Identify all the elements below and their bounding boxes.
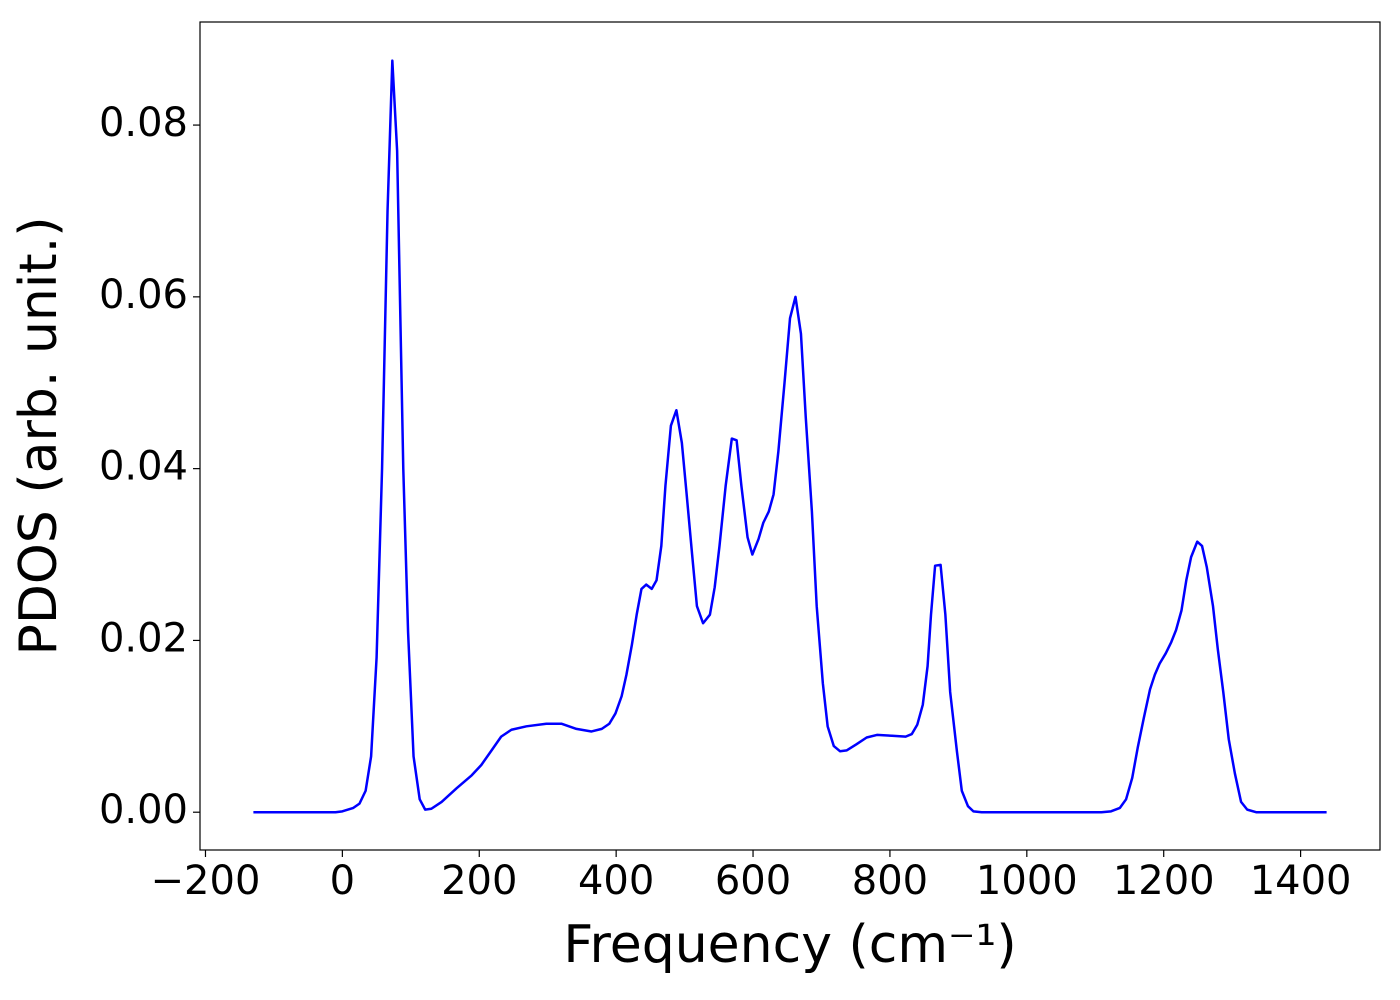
data-line xyxy=(253,59,1327,814)
y-tick-label: 0.04 xyxy=(99,444,188,490)
x-tick-label: 0 xyxy=(330,858,355,904)
x-tick-label: 1200 xyxy=(1113,858,1215,904)
y-tick-label: 0.02 xyxy=(99,615,188,661)
y-tick-label: 0.06 xyxy=(99,272,188,318)
y-tick-label: 0.00 xyxy=(99,787,188,833)
x-tick-label: 1400 xyxy=(1250,858,1352,904)
y-axis-label: PDOS (arb. unit.) xyxy=(9,216,69,655)
x-axis-label: Frequency (cm⁻¹) xyxy=(563,915,1016,975)
x-tick-label: 800 xyxy=(852,858,928,904)
x-tick-label: −200 xyxy=(151,858,261,904)
plot-frame xyxy=(199,21,1381,851)
y-tick-label: 0.08 xyxy=(99,100,188,146)
x-tick-label: 400 xyxy=(578,858,654,904)
x-tick-label: 600 xyxy=(715,858,791,904)
x-tick-label: 1000 xyxy=(976,858,1078,904)
x-tick-label: 200 xyxy=(441,858,517,904)
